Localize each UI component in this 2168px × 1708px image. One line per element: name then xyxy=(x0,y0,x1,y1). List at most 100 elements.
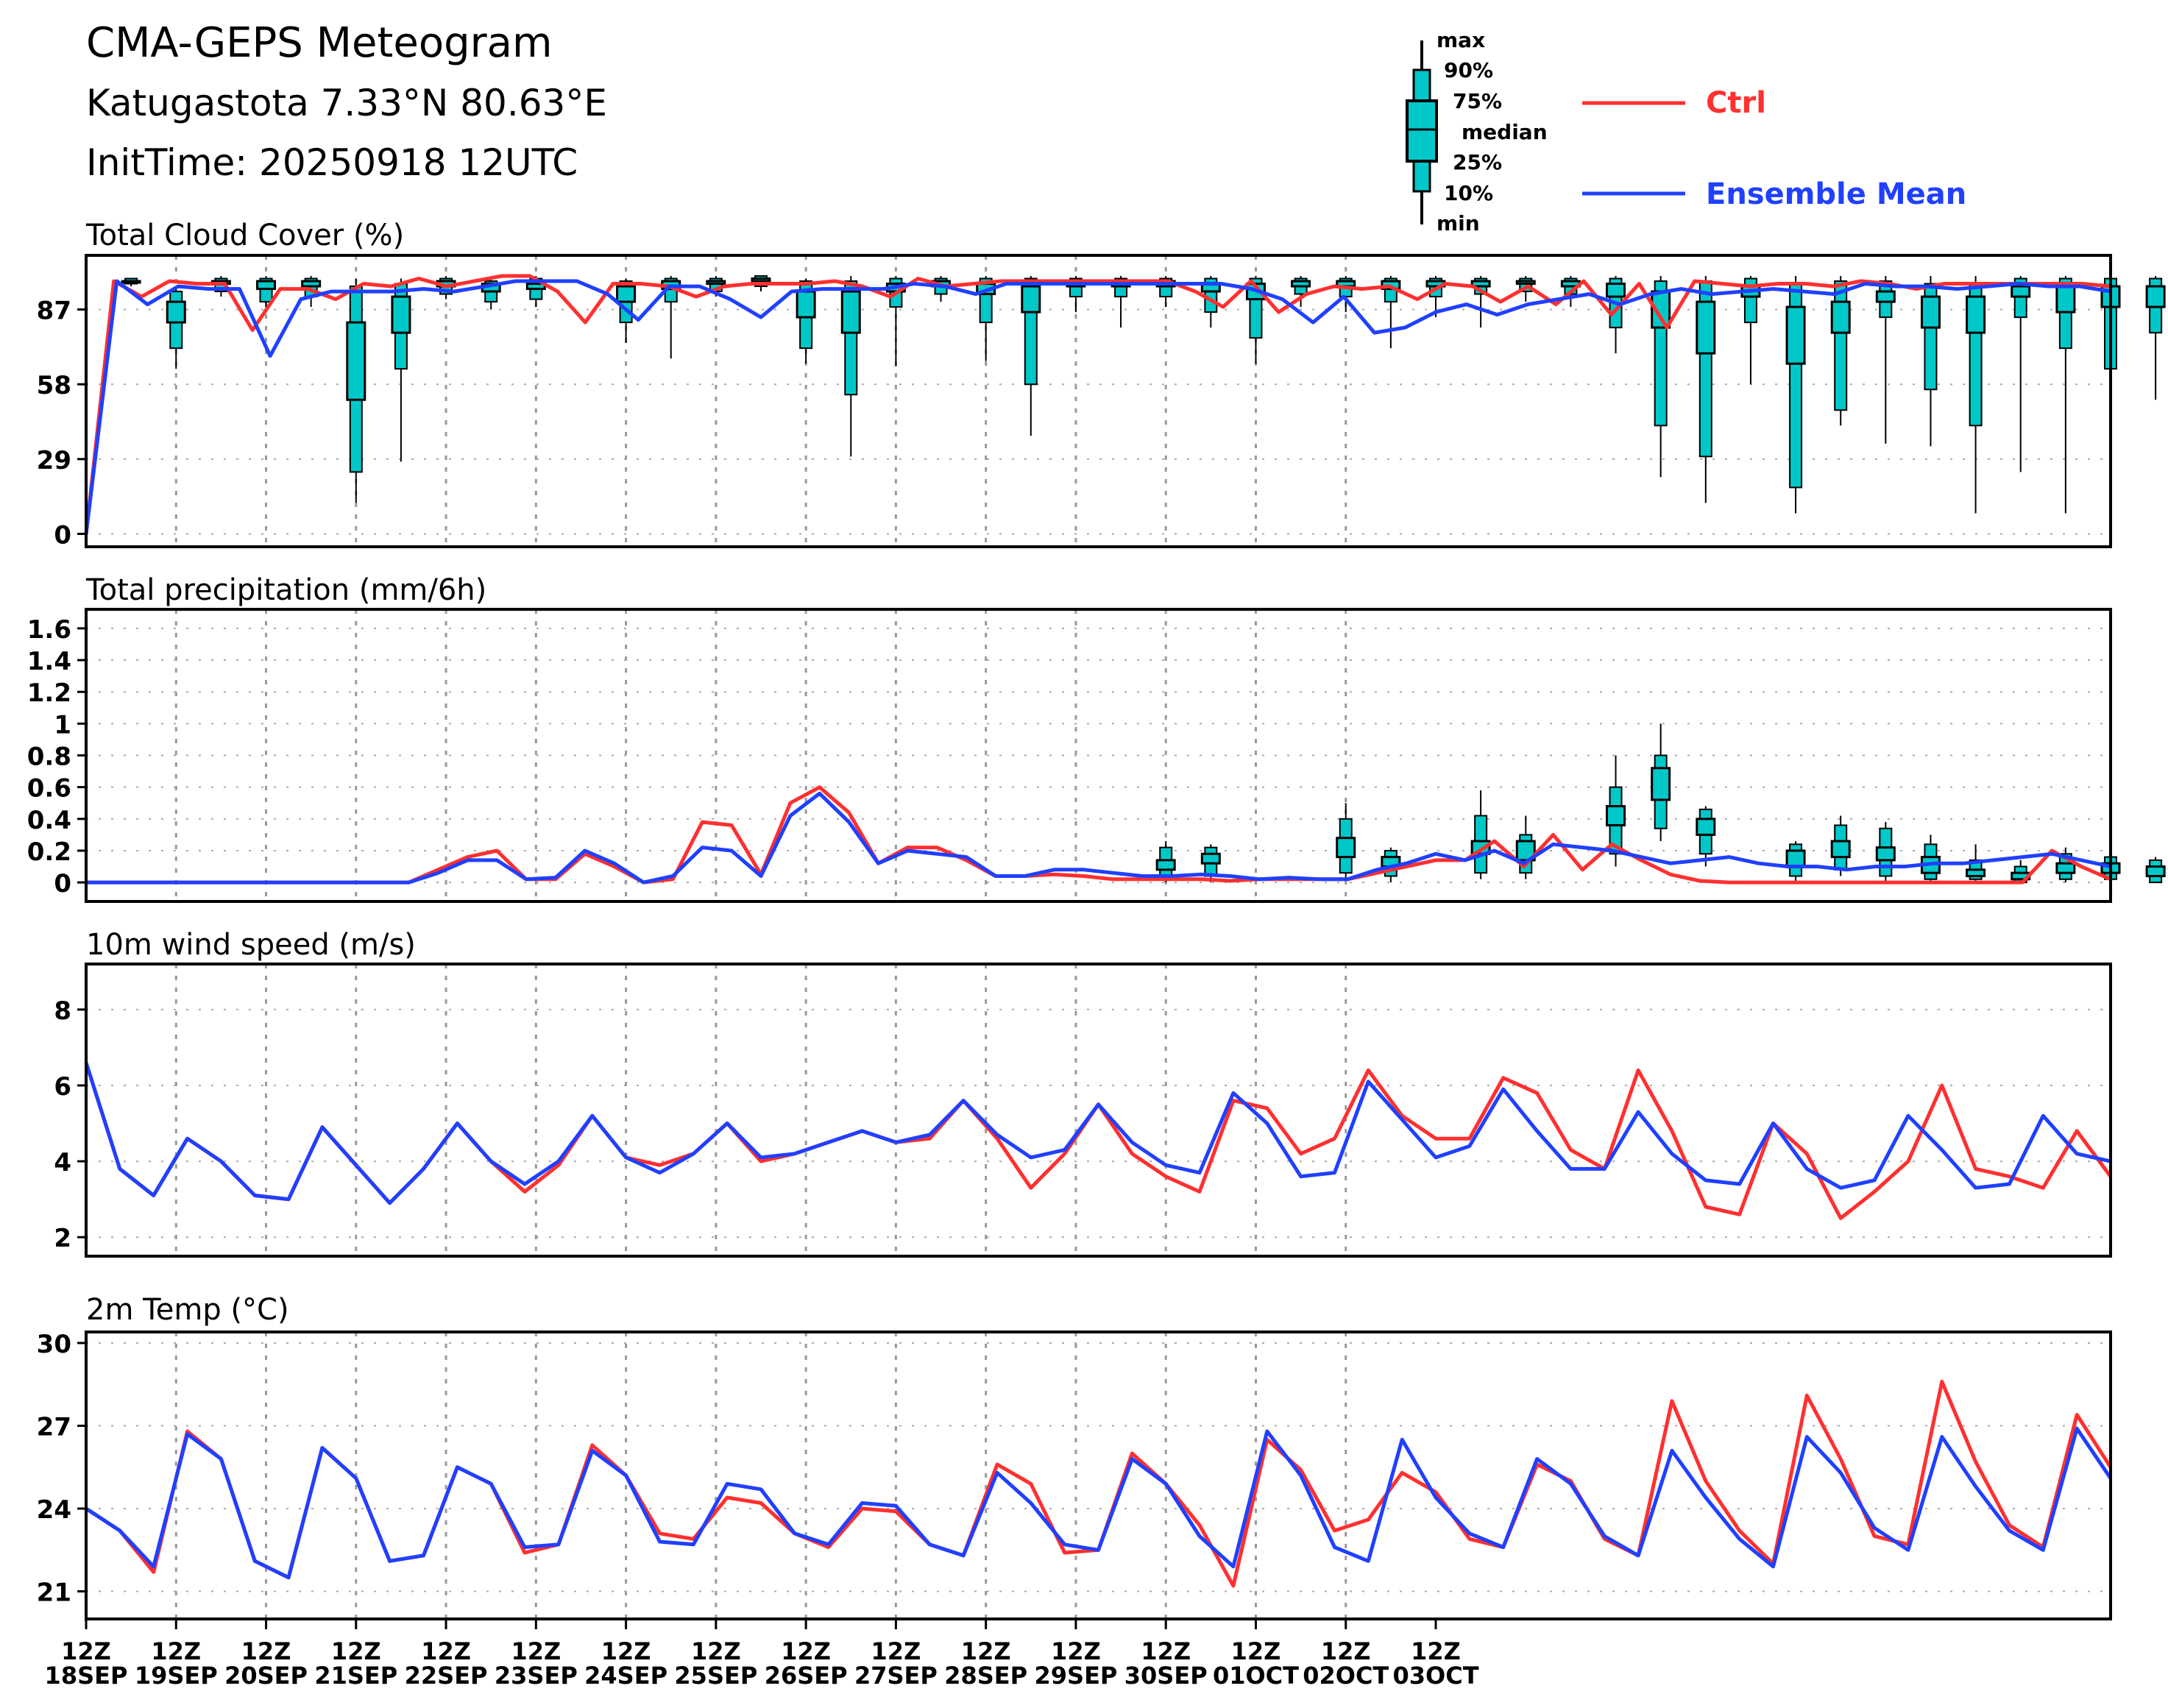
y-tick-label: 2 xyxy=(54,1224,71,1253)
box-inner xyxy=(256,280,277,291)
ctrl-line xyxy=(85,1380,2113,1588)
ctrl-line xyxy=(84,1062,2113,1220)
box-whisker-legend: max 90% 75% median 25% 10% min xyxy=(1406,28,1548,235)
box-inner xyxy=(1291,280,1311,288)
y-tick-label: 8 xyxy=(54,996,71,1026)
x-tick-hour: 12Z xyxy=(781,1637,831,1665)
box-inner xyxy=(1606,805,1626,826)
box-inner xyxy=(1515,280,1536,286)
box-inner xyxy=(2145,285,2166,308)
x-tick-date: 29SEP xyxy=(1034,1662,1117,1690)
box-inner xyxy=(1920,295,1941,329)
y-tick-label: 21 xyxy=(37,1578,71,1608)
legend-box-label: 10% xyxy=(1444,181,1493,205)
y-tick-label: 27 xyxy=(37,1413,71,1442)
panel-precip: Total precipitation (mm/6h) 00.20.40.60.8… xyxy=(27,573,2166,903)
panel-frame xyxy=(85,254,2112,548)
y-tick-label: 0.8 xyxy=(27,743,71,772)
x-tick-date: 02OCT xyxy=(1303,1662,1389,1690)
y-tick-label: 6 xyxy=(54,1072,71,1102)
x-tick-date: 19SEP xyxy=(135,1662,218,1690)
ensemble-mean-line xyxy=(86,791,2111,885)
legend-box-label: min xyxy=(1437,211,1480,235)
box-inner xyxy=(1696,300,1716,355)
x-tick-hour: 12Z xyxy=(331,1637,381,1665)
box-inner xyxy=(1336,837,1356,859)
y-tick-label: 1.6 xyxy=(27,615,71,645)
box-inner xyxy=(1785,305,1806,365)
box-inner xyxy=(1785,849,1806,868)
box-inner xyxy=(2145,865,2166,877)
x-tick-date: 23SEP xyxy=(495,1662,578,1690)
y-tick-label: 58 xyxy=(37,371,71,400)
box-inner xyxy=(301,280,322,288)
y-tick-label: 87 xyxy=(37,297,71,326)
x-tick-hour: 12Z xyxy=(1051,1637,1101,1665)
x-tick-date: 21SEP xyxy=(314,1662,397,1690)
box-inner xyxy=(1606,283,1626,298)
box-inner xyxy=(1696,818,1716,836)
box-inner xyxy=(1875,846,1896,862)
chart-title: CMA-GEPS Meteogram xyxy=(86,19,553,67)
x-tick-date: 18SEP xyxy=(45,1662,128,1690)
box-inner xyxy=(1200,852,1221,865)
legend-box-label: 90% xyxy=(1444,58,1493,82)
x-tick-hour: 12Z xyxy=(871,1637,921,1665)
x-tick-hour: 12Z xyxy=(1231,1637,1281,1665)
y-tick-label: 1 xyxy=(54,710,71,740)
box-inner xyxy=(391,295,411,334)
panel-frame xyxy=(85,1330,2112,1620)
station-location: Katugastota 7.33°N 80.63°E xyxy=(86,82,607,124)
box-inner xyxy=(346,321,366,401)
y-tick-label: 1.4 xyxy=(27,647,71,676)
x-tick-hour: 12Z xyxy=(601,1637,651,1665)
box-inner xyxy=(1651,767,1671,801)
box-inner xyxy=(1830,840,1851,859)
x-tick-date: 30SEP xyxy=(1124,1662,1208,1690)
x-tick-date: 24SEP xyxy=(584,1662,667,1690)
x-tick-hour: 12Z xyxy=(241,1637,291,1665)
x-tick-date: 25SEP xyxy=(674,1662,757,1690)
x-tick-hour: 12Z xyxy=(961,1637,1011,1665)
ensemble-mean-line xyxy=(84,1062,2111,1205)
ctrl-legend-label: Ctrl xyxy=(1706,86,1766,120)
ensemble-mean-line xyxy=(84,279,2111,534)
x-tick-hour: 12Z xyxy=(151,1637,201,1665)
legend-box-label: 25% xyxy=(1453,150,1502,174)
x-tick-hour: 12Z xyxy=(421,1637,471,1665)
x-tick-date: 26SEP xyxy=(765,1662,848,1690)
box-inner xyxy=(121,280,141,284)
box-inner xyxy=(1830,300,1851,334)
box-inner xyxy=(1966,295,1986,334)
y-tick-label: 30 xyxy=(37,1330,71,1359)
init-time: InitTime: 20250918 12UTC xyxy=(86,141,578,184)
box-inner xyxy=(751,277,771,283)
y-tick-label: 0 xyxy=(54,520,71,550)
box-inner xyxy=(1155,859,1176,871)
panel-temp: 2m Temp (°C) 21 24 27 30 xyxy=(37,1293,2113,1620)
box-inner xyxy=(1966,868,1986,877)
x-tick-date: 22SEP xyxy=(405,1662,488,1690)
ensemble-mean-line xyxy=(85,1426,2113,1580)
y-tick-label: 0 xyxy=(54,869,71,899)
x-tick-date: 03OCT xyxy=(1392,1662,1478,1690)
legend-box-label: median xyxy=(1462,120,1548,144)
box-inner xyxy=(2055,285,2076,313)
x-tick-hour: 12Z xyxy=(1411,1637,1461,1665)
x-tick-hour: 12Z xyxy=(1321,1637,1371,1665)
y-tick-label: 0.2 xyxy=(27,837,71,867)
panel-title: 10m wind speed (m/s) xyxy=(86,928,416,962)
panel-title: Total precipitation (mm/6h) xyxy=(85,573,486,607)
y-tick-label: 29 xyxy=(37,446,71,475)
box-outer xyxy=(1834,280,1848,411)
box-inner xyxy=(840,290,861,334)
x-tick-hour: 12Z xyxy=(691,1637,741,1665)
x-tick-date: 01OCT xyxy=(1213,1662,1299,1690)
panel-frame xyxy=(85,608,2112,903)
box-inner xyxy=(1470,280,1491,288)
legend-box-label: max xyxy=(1437,28,1485,52)
y-tick-label: 24 xyxy=(37,1495,71,1525)
ensemble-mean-legend-label: Ensemble Mean xyxy=(1706,177,1966,211)
box-inner xyxy=(616,285,637,303)
y-tick-label: 1.2 xyxy=(27,678,71,708)
